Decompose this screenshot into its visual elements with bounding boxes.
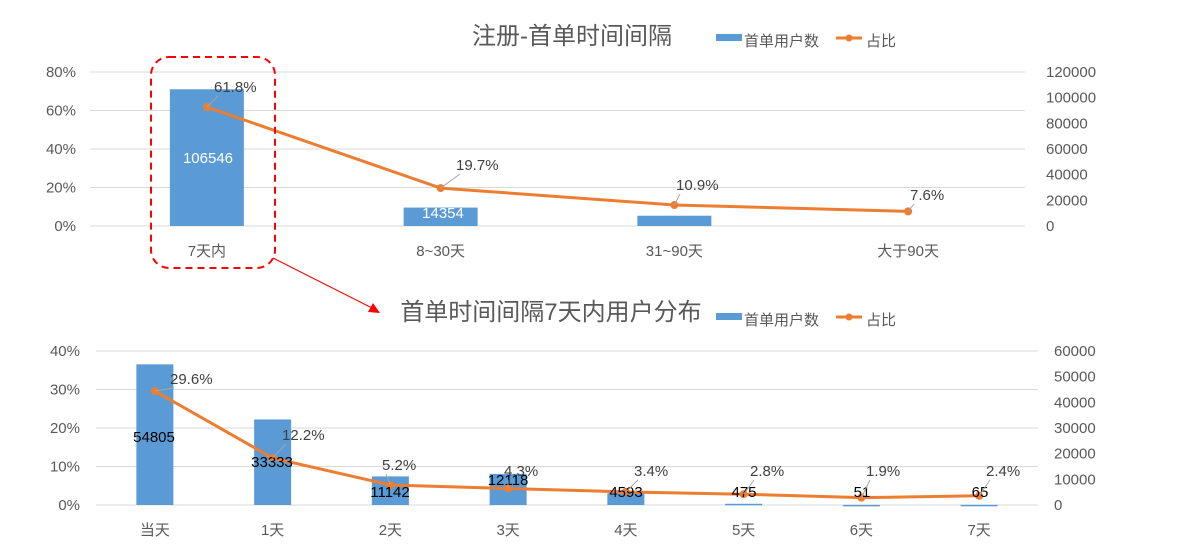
- right-axis-tick: 80000: [1046, 115, 1088, 132]
- bar[interactable]: [403, 207, 478, 226]
- leader-line: [206, 95, 219, 108]
- leader-line: [385, 473, 391, 486]
- leader-line: [907, 203, 915, 212]
- left-axis-tick: 60%: [46, 103, 76, 120]
- leader-line: [978, 479, 991, 497]
- category-label: 31~90天: [646, 243, 703, 260]
- leader-line: [440, 173, 461, 189]
- percent-label: 19.7%: [456, 157, 499, 174]
- bar[interactable]: [960, 504, 998, 507]
- right-axis-tick: 40000: [1046, 167, 1088, 184]
- bar[interactable]: [637, 215, 712, 226]
- right-axis-tick: 20000: [1054, 446, 1096, 463]
- legend-bar-label: 首单用户数: [744, 312, 819, 329]
- bar-value-label: 54805: [133, 429, 175, 446]
- left-axis-tick: 40%: [50, 343, 80, 360]
- right-axis-tick: 0: [1046, 218, 1054, 235]
- highlight-annotation: [150, 56, 380, 313]
- category-label: 6天: [850, 522, 873, 539]
- left-axis-tick: 10%: [50, 459, 80, 476]
- category-label: 8~30天: [416, 243, 465, 260]
- arrow-line: [272, 257, 373, 309]
- right-axis-tick: 50000: [1054, 369, 1096, 386]
- left-axis-tick: 80%: [46, 64, 76, 81]
- left-axis-tick: 0%: [54, 218, 76, 235]
- right-axis-tick: 10000: [1054, 471, 1096, 488]
- right-axis-tick: 120000: [1046, 64, 1096, 81]
- bar[interactable]: [607, 493, 645, 505]
- category-label: 大于90天: [877, 243, 939, 260]
- percent-label: 61.8%: [214, 79, 257, 96]
- legend-bar-swatch-icon: [716, 34, 742, 41]
- category-label: 3天: [496, 522, 519, 539]
- arrow-head-icon: [368, 303, 380, 313]
- chart-title: 注册-首单时间间隔: [472, 23, 672, 50]
- category-label: 当天: [140, 522, 170, 539]
- right-axis-tick: 30000: [1054, 420, 1096, 437]
- leader-line: [154, 387, 175, 392]
- chart-1: 0% 20% 40% 60% 80% 0 20000 40000 60000 80000 10000…: [46, 23, 1096, 260]
- right-axis-tick: 60000: [1054, 343, 1096, 360]
- legend-line-label: 占比: [866, 312, 896, 329]
- category-label: 4天: [614, 522, 637, 539]
- left-axis-tick: 40%: [46, 141, 76, 158]
- bar-value-label: 51: [854, 484, 871, 501]
- legend-marker-icon: [845, 313, 853, 321]
- ratio-line: [154, 389, 980, 500]
- percent-label: 2.8%: [750, 463, 784, 480]
- percent-label: 12.2%: [282, 427, 325, 444]
- chart-title: 首单时间间隔7天内用户分布: [400, 299, 701, 326]
- legend: 首单用户数 占比: [716, 33, 896, 50]
- bar[interactable]: [842, 504, 880, 507]
- bar-value-label: 14354: [422, 205, 464, 222]
- category-label: 1天: [261, 522, 284, 539]
- right-axis-tick: 20000: [1046, 192, 1088, 209]
- left-axis-tick: 20%: [50, 420, 80, 437]
- legend-line-label: 占比: [866, 33, 896, 50]
- legend-marker-icon: [845, 34, 853, 42]
- legend-bar-label: 首单用户数: [744, 33, 819, 50]
- chart-2: 0% 10% 20% 30% 40% 0 10000 20000 30000 40000 50000…: [50, 299, 1096, 539]
- percent-label: 29.6%: [170, 371, 213, 388]
- percent-label: 10.9%: [676, 177, 719, 194]
- leader-line: [625, 479, 639, 493]
- right-axis-tick: 60000: [1046, 141, 1088, 158]
- bar-value-label: 33333: [251, 454, 293, 471]
- category-label: 7天: [967, 522, 990, 539]
- bar-value-label: 106546: [183, 150, 233, 167]
- leader-line: [272, 443, 287, 459]
- bar[interactable]: [169, 89, 244, 227]
- left-axis-tick: 20%: [46, 180, 76, 197]
- left-axis-tick: 30%: [50, 382, 80, 399]
- percent-label: 1.9%: [866, 463, 900, 480]
- ratio-line: [206, 105, 909, 213]
- left-axis-tick: 0%: [58, 497, 80, 514]
- percent-label: 4.3%: [504, 463, 538, 480]
- leader-line: [743, 479, 755, 495]
- percent-label: 2.4%: [986, 463, 1020, 480]
- right-axis-tick: 100000: [1046, 90, 1096, 107]
- percent-label: 3.4%: [634, 463, 668, 480]
- leader-line: [860, 479, 871, 498]
- legend: 首单用户数 占比: [716, 312, 896, 329]
- percent-label: 5.2%: [382, 457, 416, 474]
- right-axis-tick: 0: [1054, 497, 1062, 514]
- category-label: 7天内: [188, 243, 226, 260]
- percent-label: 7.6%: [910, 187, 944, 204]
- right-axis-tick: 40000: [1054, 394, 1096, 411]
- bar[interactable]: [725, 503, 763, 506]
- leader-line: [673, 193, 681, 206]
- bar-value-label: 475: [731, 484, 756, 501]
- category-label: 5天: [732, 522, 755, 539]
- dashed-highlight-box: [150, 56, 276, 269]
- bar-value-label: 4593: [609, 484, 642, 501]
- legend-bar-swatch-icon: [716, 313, 742, 320]
- bar-value-label: 11142: [370, 484, 410, 501]
- category-label: 2天: [379, 522, 402, 539]
